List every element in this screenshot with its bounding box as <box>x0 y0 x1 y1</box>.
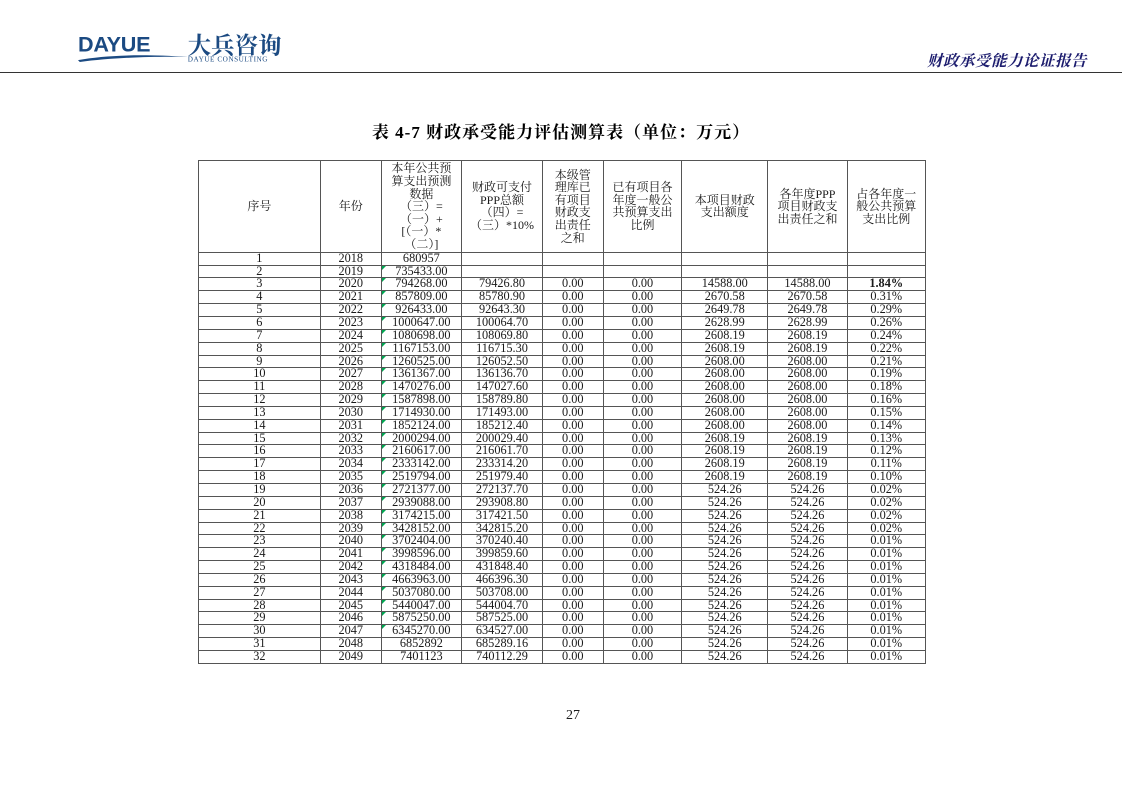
svg-text:DAYUE: DAYUE <box>78 32 150 57</box>
svg-text:DAYUE CONSULTING: DAYUE CONSULTING <box>188 56 268 64</box>
